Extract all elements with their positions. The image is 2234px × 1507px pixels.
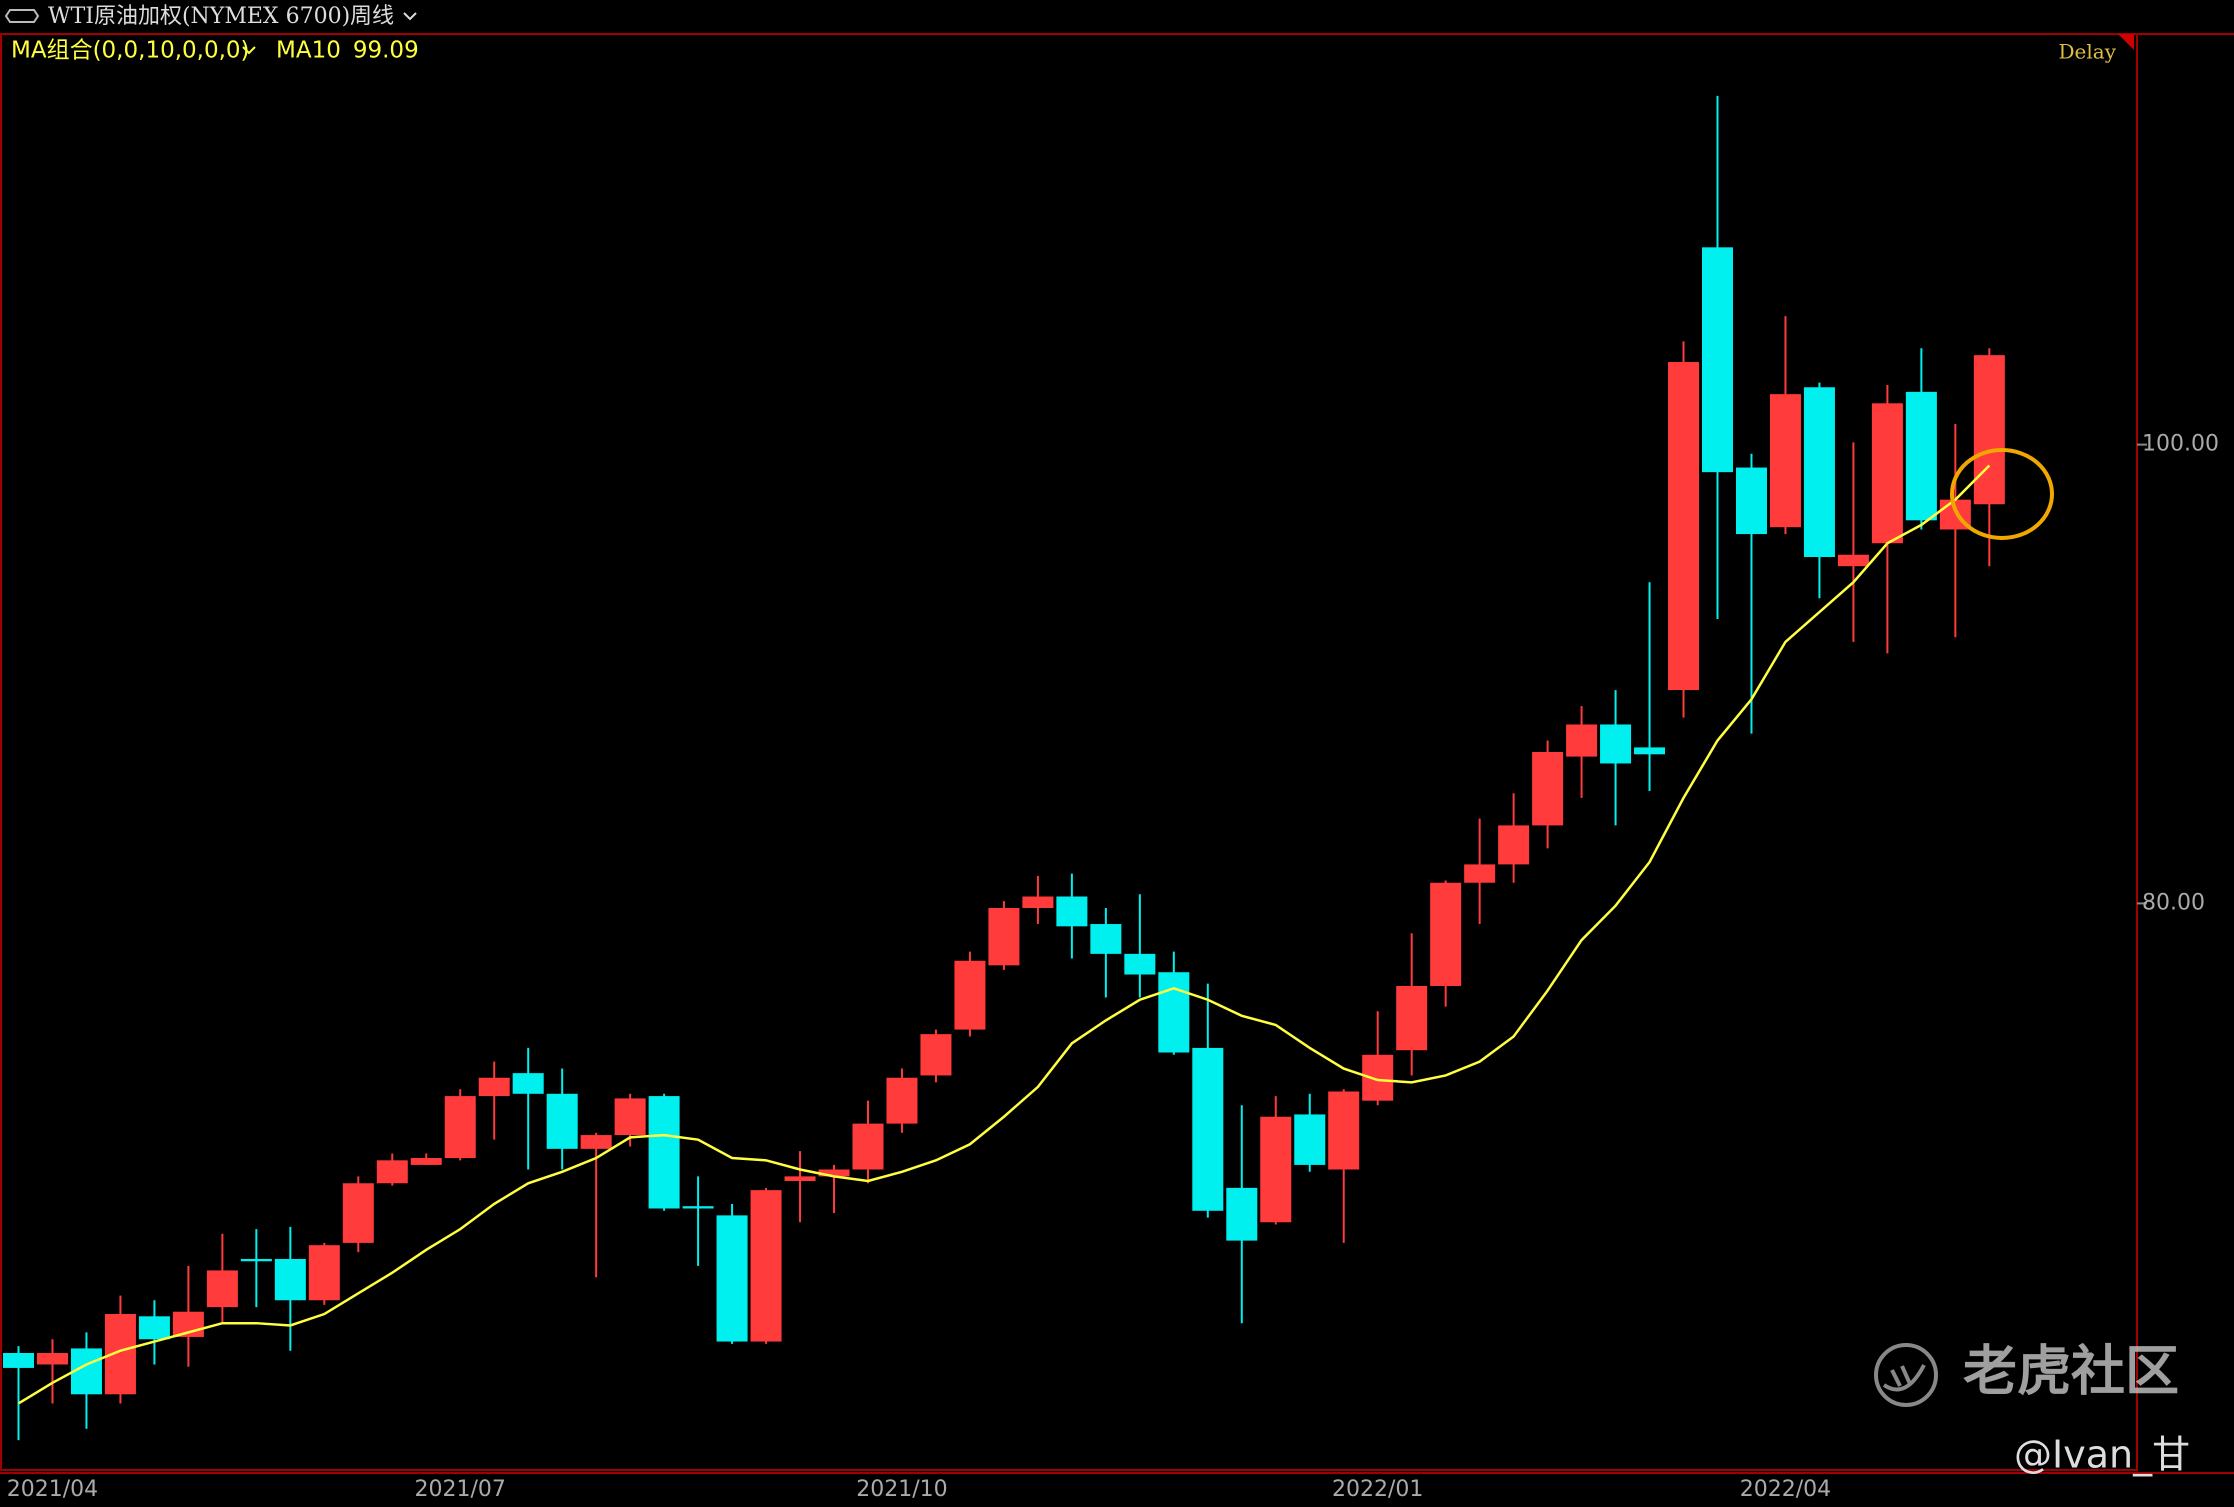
- candle-body: [1702, 247, 1733, 473]
- plot: 80.00 100.00 2021/04 2021/07 2021/10 2022/01 2…: [3, 95, 2219, 1502]
- candle-body: [546, 1093, 578, 1149]
- period-dropdown[interactable]: [403, 12, 417, 21]
- candle-body: [376, 1160, 408, 1184]
- candle-body: [512, 1073, 544, 1094]
- candle-body: [1430, 882, 1462, 986]
- candle-body: [886, 1077, 918, 1124]
- candle-body: [1260, 1116, 1292, 1223]
- candle-body: [1192, 1047, 1224, 1211]
- candle-body: [478, 1077, 510, 1097]
- candle-body: [444, 1096, 476, 1159]
- y-tick-label: 80.00: [2142, 890, 2205, 915]
- candle-body: [1905, 391, 1937, 521]
- x-tick-label: 2022/01: [1332, 1477, 1423, 1502]
- y-tick-label: 100.00: [2142, 432, 2219, 457]
- candle-body: [1973, 355, 2005, 505]
- candle-body: [36, 1353, 68, 1365]
- candle-body: [410, 1158, 442, 1165]
- candle-body: [1532, 752, 1564, 826]
- candle-body: [1090, 924, 1122, 954]
- candle-body: [818, 1169, 850, 1177]
- candle-body: [1566, 724, 1598, 757]
- candle-body: [1158, 972, 1190, 1053]
- candle-body: [1600, 724, 1632, 764]
- candle-body: [1226, 1187, 1258, 1241]
- x-tick-label: 2021/10: [856, 1477, 947, 1502]
- candle-body: [1735, 467, 1767, 535]
- candle-body: [342, 1183, 374, 1243]
- indicator-dropdown[interactable]: [242, 46, 256, 55]
- candle-body: [1294, 1114, 1326, 1165]
- candle-body: [1396, 985, 1428, 1051]
- candle-body: [308, 1245, 340, 1301]
- candle-body: [1022, 896, 1054, 908]
- candle-body: [580, 1135, 612, 1149]
- watermark-user: @Ivan_甘: [2014, 1433, 2190, 1477]
- candle-body: [1634, 747, 1666, 755]
- period-selector[interactable]: 周线: [350, 4, 394, 29]
- x-tick-label: 2022/04: [1740, 1477, 1831, 1502]
- candle-body: [954, 960, 986, 1030]
- highlight-circle: [1950, 448, 2054, 540]
- candle-body: [274, 1258, 306, 1301]
- watermark-icon: [1874, 1343, 1938, 1407]
- watermark-brand: 老虎社区: [1963, 1340, 2179, 1403]
- candle-body: [1769, 394, 1801, 528]
- candle-body: [138, 1316, 170, 1340]
- candle-body: [988, 907, 1020, 966]
- instrument-title: WTI原油加权(NYMEX 6700): [48, 4, 350, 29]
- candle-body: [852, 1123, 884, 1170]
- candle-body: [3, 1353, 34, 1368]
- ma-legend-value: 99.09: [353, 38, 419, 64]
- plot-frame: [0, 33, 2138, 1471]
- candle-body: [1871, 403, 1903, 544]
- ma-legend-name: MA10: [276, 38, 341, 64]
- delay-badge: Delay: [2059, 40, 2117, 64]
- x-tick-label: 2021/07: [415, 1477, 506, 1502]
- candle-body: [1328, 1091, 1360, 1170]
- candle-body: [716, 1215, 748, 1342]
- candle-body: [750, 1190, 782, 1342]
- ma-line: [17, 464, 1991, 1405]
- candle-body: [1362, 1054, 1394, 1101]
- candle-body: [1668, 362, 1700, 691]
- header-icon: [4, 9, 40, 23]
- candle-body: [648, 1096, 680, 1209]
- candle-body: [1837, 554, 1869, 567]
- candle-body: [206, 1270, 238, 1308]
- candle-body: [240, 1258, 272, 1262]
- candle-body: [1464, 864, 1496, 883]
- candle-body: [784, 1176, 816, 1181]
- indicator-selector[interactable]: MA组合(0,0,10,0,0,0): [11, 38, 250, 64]
- candle-body: [1124, 953, 1156, 975]
- candle-body: [1056, 896, 1088, 927]
- candle-body: [920, 1034, 952, 1076]
- candle-body: [1803, 387, 1835, 558]
- corner-flag: [2118, 34, 2134, 50]
- candle-body: [1498, 825, 1530, 865]
- candle-body: [614, 1098, 646, 1136]
- candle-body: [682, 1206, 714, 1209]
- x-tick-label: 2021/04: [7, 1477, 98, 1502]
